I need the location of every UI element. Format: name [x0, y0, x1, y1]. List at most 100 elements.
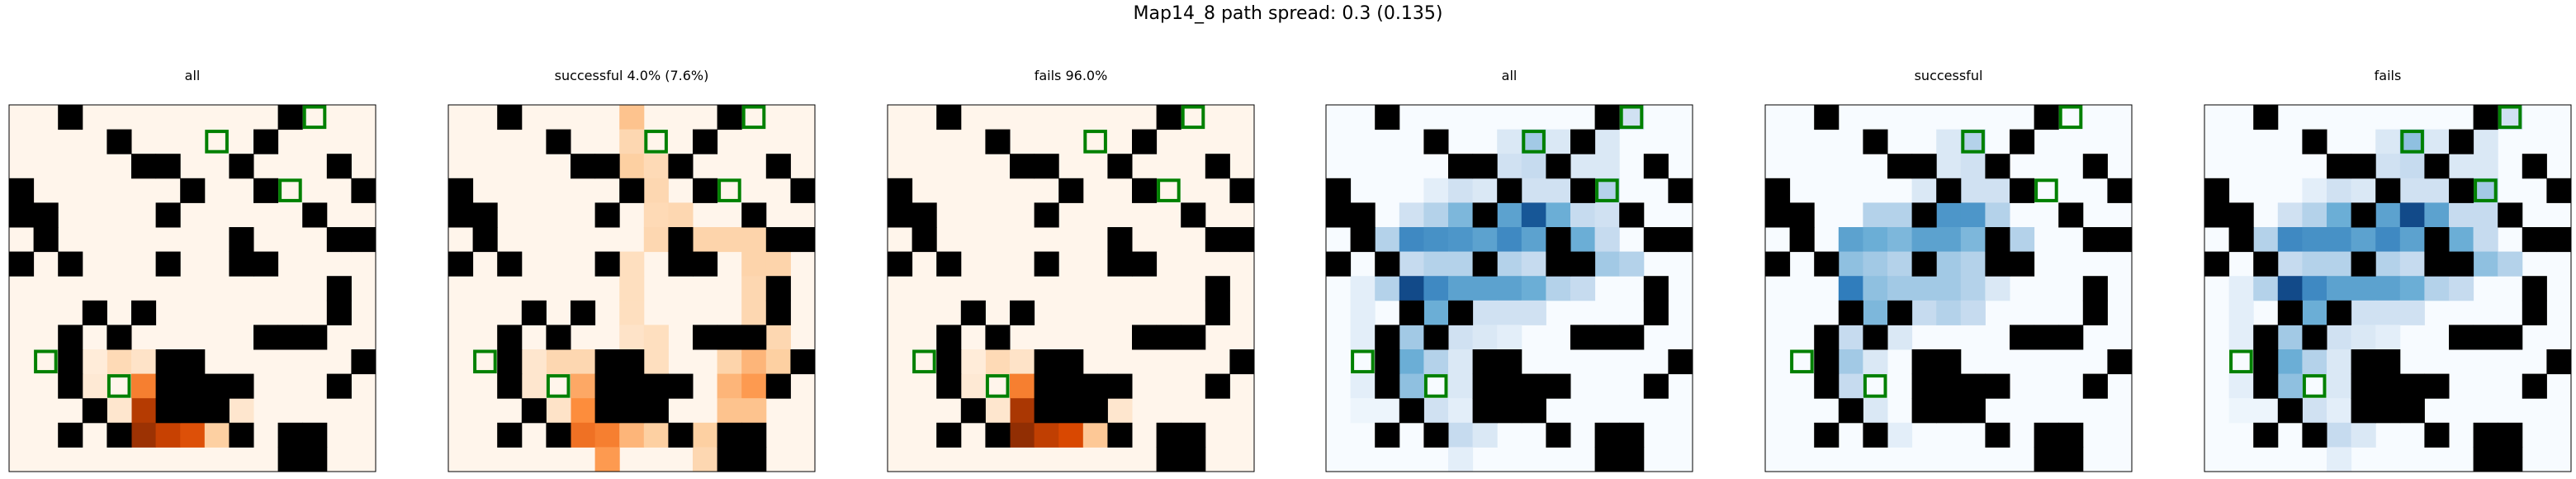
heat-cell [2277, 349, 2303, 375]
wall-cell [1205, 154, 1230, 179]
wall-cell [2302, 129, 2327, 154]
wall-cell [1350, 202, 1376, 228]
wall-cell [1205, 276, 1230, 301]
heat-cell [2424, 276, 2450, 301]
heat-cell [1863, 276, 1888, 301]
wall-cell [1205, 227, 1230, 253]
wall-cell [668, 422, 694, 448]
heat-cell [1423, 349, 1449, 375]
target-marker [2474, 178, 2498, 202]
heat-cell [1936, 300, 1962, 325]
heat-cell [619, 276, 645, 301]
wall-cell [2228, 227, 2254, 253]
heat-cell [1448, 178, 1474, 203]
wall-cell [668, 373, 694, 399]
heat-cell [1497, 300, 1522, 325]
wall-cell [1058, 373, 1084, 399]
heat-cell [2424, 129, 2450, 154]
panel-frame [887, 104, 1255, 472]
wall-cell [2253, 422, 2279, 448]
wall-cell [936, 349, 962, 375]
wall-cell [936, 105, 962, 130]
wall-cell [2546, 178, 2572, 203]
heat-cell [1911, 227, 1937, 253]
wall-cell [1156, 422, 1181, 448]
wall-cell [2107, 349, 2133, 375]
wall-cell [668, 154, 694, 179]
wall-cell [2010, 251, 2035, 277]
heat-cell [2327, 447, 2352, 472]
heat-cell [2375, 300, 2401, 325]
heatmap-panel-6: fails [2204, 68, 2572, 472]
wall-cell [229, 373, 254, 399]
wall-cell [58, 422, 83, 448]
heat-cell [2449, 202, 2474, 228]
heat-cell [2327, 398, 2352, 424]
wall-cell [1399, 300, 1424, 325]
wall-cell [619, 373, 645, 399]
wall-cell [1643, 300, 1669, 325]
heat-cell [2327, 178, 2352, 203]
wall-cell [2082, 227, 2108, 253]
heat-cell [2327, 202, 2352, 228]
heat-cell [131, 349, 157, 375]
target-marker [1083, 130, 1107, 154]
wall-cell [448, 178, 474, 203]
heat-cell [1960, 251, 1986, 277]
wall-cell [155, 373, 181, 399]
heat-cell [1863, 251, 1888, 277]
heat-cell [1423, 178, 1449, 203]
wall-cell [1350, 227, 1376, 253]
heat-cell [1887, 227, 1913, 253]
heat-cell [1350, 300, 1376, 325]
heat-cell [717, 227, 742, 253]
wall-cell [204, 398, 230, 424]
wall-cell [2424, 227, 2450, 253]
wall-cell [2473, 325, 2498, 350]
wall-cell [1765, 251, 1791, 277]
wall-cell [1448, 300, 1474, 325]
wall-cell [985, 325, 1011, 350]
wall-cell [1814, 325, 1840, 350]
wall-cell [594, 398, 620, 424]
wall-cell [1375, 373, 1400, 399]
wall-cell [1570, 178, 1596, 203]
wall-cell [1497, 178, 1522, 203]
heat-cell [693, 227, 718, 253]
wall-cell [2058, 422, 2084, 448]
heat-cell [1350, 373, 1376, 399]
wall-cell [643, 373, 669, 399]
heat-cell [741, 300, 767, 325]
wall-cell [180, 398, 206, 424]
heat-cell [131, 422, 157, 448]
heat-cell [1594, 251, 1620, 277]
heat-cell [1619, 251, 1645, 277]
heat-cell [1887, 251, 1913, 277]
wall-cell [1594, 325, 1620, 350]
heat-cell [2253, 276, 2279, 301]
heat-cell [643, 325, 669, 350]
wall-cell [741, 422, 767, 448]
wall-cell [1960, 398, 1986, 424]
wall-cell [155, 202, 181, 228]
wall-cell [2498, 447, 2523, 472]
heat-cell [2375, 202, 2401, 228]
heat-cell [2327, 276, 2352, 301]
heat-cell [1423, 227, 1449, 253]
panel-frame [1325, 104, 1693, 472]
wall-cell [9, 178, 35, 203]
wall-cell [1181, 202, 1206, 228]
heat-cell [2277, 251, 2303, 277]
wall-cell [1936, 349, 1962, 375]
heat-cell [1936, 227, 1962, 253]
wall-cell [2253, 251, 2279, 277]
wall-cell [741, 447, 767, 472]
heat-cell [2228, 300, 2254, 325]
wall-cell [1765, 202, 1791, 228]
wall-cell [888, 178, 913, 203]
heat-cell [571, 373, 596, 399]
heat-cell [765, 325, 791, 350]
heat-cell [2399, 178, 2425, 203]
heat-cell [2327, 349, 2352, 375]
